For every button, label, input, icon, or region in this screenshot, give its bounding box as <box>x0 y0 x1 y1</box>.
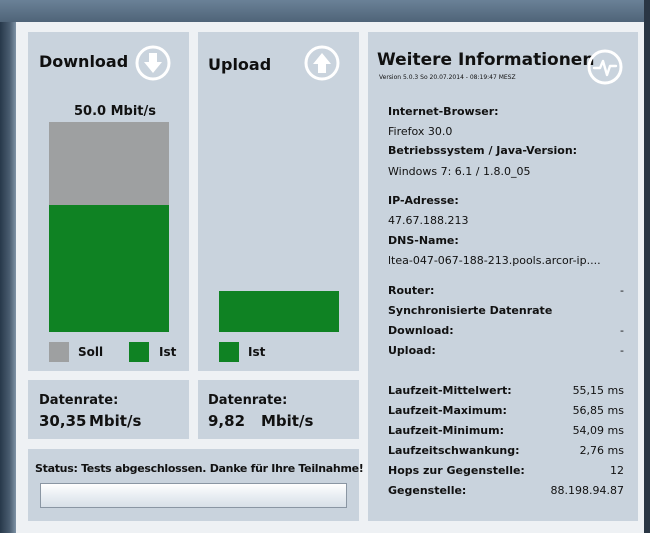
sync-upload-value: - <box>620 344 624 357</box>
window-right-border <box>644 0 650 533</box>
metric-value: 56,85 ms <box>572 404 624 417</box>
download-title: Download <box>39 52 129 71</box>
router-value: - <box>620 284 624 297</box>
browser-label: Internet-Browser: <box>388 105 499 118</box>
metric-label: Hops zur Gegenstelle: <box>388 464 525 477</box>
metric-value: 12 <box>610 464 624 477</box>
download-rate-unit: Mbit/s <box>89 412 142 430</box>
legend-soll-label: Soll <box>78 345 104 359</box>
upload-panel: Upload Ist <box>198 32 359 371</box>
window-top-background <box>0 0 650 22</box>
upload-rate-unit: Mbit/s <box>261 412 314 430</box>
download-rate-value: 30,35 <box>39 412 87 430</box>
metric-label: Laufzeitschwankung: <box>388 444 520 457</box>
arrow-up-circle-icon <box>304 45 340 81</box>
metric-value: 88.198.94.87 <box>550 484 624 497</box>
status-panel: Status: Tests abgeschlossen. Danke für I… <box>28 449 364 521</box>
upload-legend-ist-swatch <box>219 342 239 362</box>
legend-ist-label: Ist <box>159 345 177 359</box>
download-panel: Download 50.0 Mbit/s Soll Ist <box>28 32 189 371</box>
sync-download-value: - <box>620 324 624 337</box>
metrics-list: Laufzeit-Mittelwert: 55,15 ms Laufzeit-M… <box>368 32 638 521</box>
upload-rate-panel: Datenrate: 9,82 Mbit/s <box>198 380 359 439</box>
upload-rate-label: Datenrate: <box>208 393 288 408</box>
ip-value: 47.67.188.213 <box>388 214 469 227</box>
legend-ist-swatch <box>129 342 149 362</box>
progress-bar <box>40 483 347 508</box>
upload-title: Upload <box>208 55 272 74</box>
status-text: Status: Tests abgeschlossen. Danke für I… <box>35 462 364 475</box>
upload-legend-ist-label: Ist <box>248 345 266 359</box>
metric-value: 54,09 ms <box>572 424 624 437</box>
download-speed-label: 50.0 Mbit/s <box>74 104 156 119</box>
sync-label: Synchronisierte Datenrate <box>388 304 553 317</box>
metric-label: Laufzeit-Mittelwert: <box>388 384 512 397</box>
browser-value: Firefox 30.0 <box>388 125 453 138</box>
os-value: Windows 7: 6.1 / 1.8.0_05 <box>388 165 531 178</box>
arrow-down-circle-icon <box>135 45 171 81</box>
metric-label: Laufzeit-Maximum: <box>388 404 507 417</box>
download-rate-panel: Datenrate: 30,35 Mbit/s <box>28 380 189 439</box>
legend-soll-swatch <box>49 342 69 362</box>
dns-value: ltea-047-067-188-213.pools.arcor-ip.... <box>388 254 601 267</box>
speedtest-frame: Download 50.0 Mbit/s Soll Ist Upload Ist… <box>16 22 644 533</box>
info-panel: Weitere Informationen Version 5.0.3 So 2… <box>368 32 638 521</box>
info-title: Weitere Informationen <box>377 50 595 70</box>
sync-download-label: Download: <box>388 324 454 337</box>
download-rate-label: Datenrate: <box>39 393 119 408</box>
ip-label: IP-Adresse: <box>388 194 459 207</box>
info-version-timestamp: Version 5.0.3 So 20.07.2014 - 08:19:47 M… <box>379 74 516 81</box>
metric-value: 2,76 ms <box>579 444 624 457</box>
metric-value: 55,15 ms <box>572 384 624 397</box>
upload-rate-value: 9,82 <box>208 412 246 430</box>
sync-upload-label: Upload: <box>388 344 436 357</box>
metric-label: Laufzeit-Minimum: <box>388 424 504 437</box>
router-label: Router: <box>388 284 435 297</box>
upload-ist-bar <box>219 291 339 332</box>
dns-label: DNS-Name: <box>388 234 459 247</box>
window-left-background <box>0 22 16 533</box>
metric-label: Gegenstelle: <box>388 484 467 497</box>
os-label: Betriebssystem / Java-Version: <box>388 144 578 157</box>
pulse-circle-icon <box>587 49 623 85</box>
download-ist-bar <box>49 205 169 332</box>
